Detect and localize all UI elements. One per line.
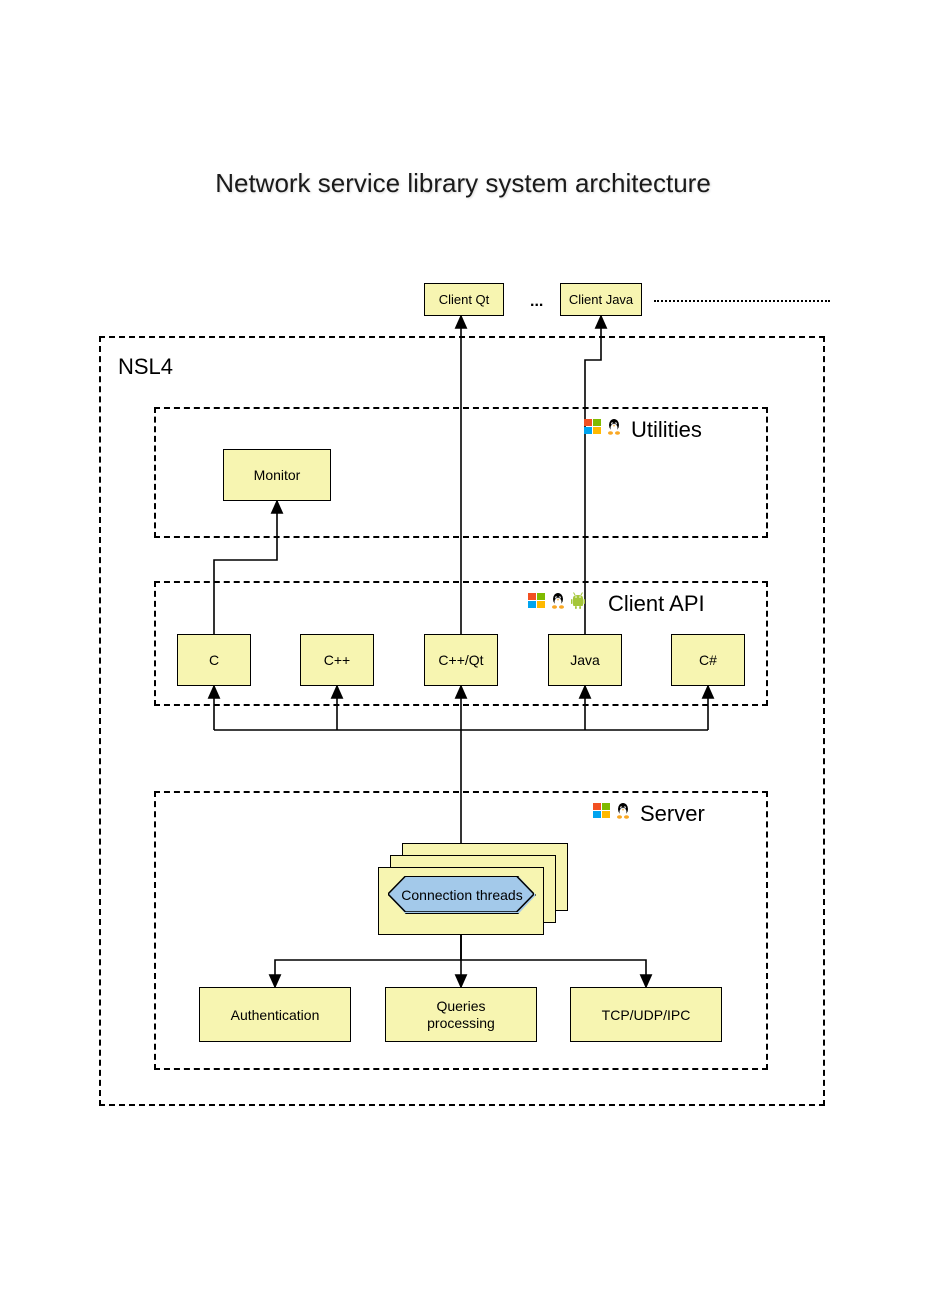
node-client_java: Client Java: [560, 283, 642, 316]
linux-icon: [606, 418, 622, 441]
linux-icon: [550, 592, 566, 615]
container-label-clientapi: Client API: [608, 591, 705, 617]
node-monitor: Monitor: [223, 449, 331, 501]
linux-icon: [615, 802, 631, 825]
dotted-continuation-line: [654, 300, 830, 302]
node-queries: Queriesprocessing: [385, 987, 537, 1042]
node-connthreads: Connection threads: [388, 876, 536, 914]
windows-icon: [584, 419, 602, 440]
ellipsis-between-clients: ...: [530, 293, 543, 311]
os-icons-utilities: [584, 418, 622, 441]
node-client_qt: Client Qt: [424, 283, 504, 316]
diagram-title: Network service library system architect…: [203, 168, 723, 199]
node-java: Java: [548, 634, 622, 686]
container-label-server: Server: [640, 801, 705, 827]
node-csharp: C#: [671, 634, 745, 686]
os-icons-clientapi: [528, 592, 586, 615]
windows-icon: [593, 803, 611, 824]
node-tcp: TCP/UDP/IPC: [570, 987, 722, 1042]
windows-icon: [528, 593, 546, 614]
container-label-utilities: Utilities: [631, 417, 702, 443]
node-auth: Authentication: [199, 987, 351, 1042]
node-cpp: C++: [300, 634, 374, 686]
container-label-nsl4: NSL4: [118, 354, 173, 380]
android-icon: [570, 592, 586, 615]
os-icons-server: [593, 802, 631, 825]
node-cppqt: C++/Qt: [424, 634, 498, 686]
node-c: C: [177, 634, 251, 686]
